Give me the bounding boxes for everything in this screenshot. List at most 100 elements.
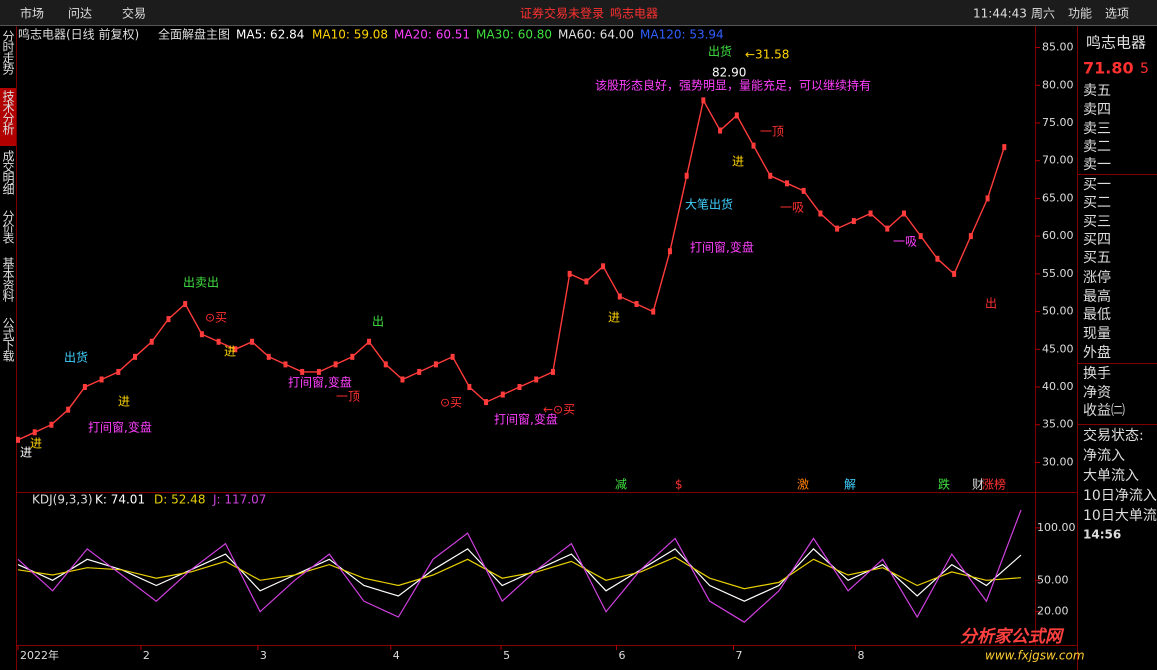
menu-item[interactable]: 交易: [122, 6, 146, 21]
signal: 跌: [938, 477, 950, 492]
x-tick-label: 8: [858, 649, 865, 662]
annotation: 进: [30, 437, 42, 451]
price-line: [17, 98, 1005, 441]
chart-title: 鸣志电器(日线 前复权): [18, 27, 139, 42]
quote-label: 买二: [1083, 195, 1111, 211]
price-candle: [116, 368, 121, 375]
annotation: 出: [372, 315, 384, 329]
annotation: 一吸: [780, 201, 804, 215]
annotation: 一吸: [893, 235, 917, 249]
price-candle: [66, 406, 71, 413]
quote-label: 外盘: [1083, 344, 1111, 361]
annotation: 出货: [64, 350, 88, 365]
menu-item[interactable]: 市场: [20, 6, 44, 21]
ma-label: MA30: 60.80: [476, 28, 552, 42]
annotation: 打间窗,变盘: [88, 420, 152, 435]
y-tick-label: 30.00: [1042, 455, 1074, 468]
ma-label: MA120: 53.94: [640, 28, 724, 42]
price-candle: [450, 353, 455, 360]
quote-label: 卖一: [1083, 157, 1111, 173]
quote-label: 净资: [1083, 385, 1111, 401]
x-tick-label: 2022年: [20, 648, 59, 662]
price-candle: [333, 361, 338, 368]
price-candle: [500, 391, 505, 398]
annotation: 进: [608, 311, 620, 325]
annotation: 进: [224, 345, 236, 359]
price-candle: [684, 172, 689, 179]
price-candle: [183, 301, 188, 308]
watermark-url: www.fxjgsw.com: [985, 649, 1085, 663]
x-tick-label: 3: [260, 649, 267, 662]
annotation: 出: [985, 297, 997, 311]
y-tick-label: 70.00: [1042, 154, 1074, 167]
quote-label: 10日大单流入: [1083, 508, 1157, 524]
quote-label: 卖二: [1083, 139, 1111, 155]
price-candle: [651, 308, 656, 315]
signal: $: [675, 478, 683, 492]
kdj-label: K: 74.01: [95, 493, 145, 507]
price-candle: [517, 384, 522, 391]
price-candle: [985, 195, 990, 202]
quote-label: 最低: [1083, 307, 1111, 323]
annotation: 一顶: [336, 390, 360, 404]
watermark-title: 分析家公式网: [960, 627, 1065, 647]
price-candle: [784, 180, 789, 187]
quote-label: 净流入: [1083, 448, 1125, 464]
kdj-line: [17, 556, 1022, 590]
price-candle: [82, 384, 87, 391]
kdj-label: D: 52.48: [154, 493, 205, 507]
price-candle: [768, 172, 773, 179]
annotation: ⊙买: [205, 311, 227, 325]
annotation: ←⊙买: [543, 403, 575, 417]
price-candle: [918, 233, 923, 240]
side-tab[interactable]: 分时走势: [1, 30, 15, 75]
quote-label: 买四: [1083, 232, 1111, 248]
price-candle: [350, 353, 355, 360]
quote-label: 卖三: [1083, 121, 1111, 137]
ma-label: MA5: 62.84: [236, 28, 304, 42]
kdj-label: J: 117.07: [212, 493, 266, 507]
y-tick-label: 60.00: [1042, 229, 1074, 242]
y-tick-label: 100.00: [1037, 521, 1076, 534]
annotation: 出货: [708, 44, 732, 59]
y-tick-label: 20.00: [1037, 605, 1069, 618]
price-candle: [734, 112, 739, 119]
y-tick-label: 50.00: [1042, 305, 1074, 318]
quote-label: 收益㈡: [1083, 403, 1125, 419]
clock: 11:44:43: [973, 7, 1027, 21]
side-tab[interactable]: 成交明细: [1, 150, 15, 195]
side-tab[interactable]: 分价表: [1, 210, 15, 244]
side-tab[interactable]: 基本资料: [1, 257, 15, 302]
menu-item[interactable]: 功能: [1068, 7, 1092, 21]
quote-label: 交易状态:: [1083, 427, 1144, 444]
y-tick-label: 55.00: [1042, 267, 1074, 280]
price-candle: [149, 338, 154, 345]
price-candle: [233, 346, 238, 353]
price-candle: [433, 361, 438, 368]
annotation: 进: [20, 446, 32, 460]
side-tab[interactable]: 技术分析: [1, 90, 15, 136]
quote-label: 大单流入: [1083, 468, 1139, 484]
price-candle: [567, 270, 572, 277]
menu-item[interactable]: 问达: [68, 7, 92, 21]
menu-item[interactable]: 选项: [1105, 7, 1129, 21]
price-candle: [467, 384, 472, 391]
quote-label: 最高: [1083, 288, 1111, 305]
kdj-title: KDJ(9,3,3): [32, 493, 93, 507]
price-candle: [367, 338, 372, 345]
annotation: ←31.58: [745, 48, 789, 62]
quote-label: 换手: [1083, 365, 1111, 382]
price-candle: [417, 368, 422, 375]
price-candle: [617, 293, 622, 300]
quote-label: 10日净流入: [1083, 488, 1157, 504]
quote-label: 卖四: [1083, 102, 1111, 118]
side-tab[interactable]: 公式下载: [1, 317, 15, 363]
ma-label: MA20: 60.51: [394, 28, 470, 42]
annotation: 打间窗,变盘: [494, 412, 558, 427]
price-candle: [701, 97, 706, 104]
price-candle: [851, 218, 856, 225]
annotation: 82.90: [712, 66, 746, 80]
price-candle: [99, 376, 104, 383]
price-candle: [49, 421, 54, 428]
annotation: 一顶: [760, 125, 784, 139]
